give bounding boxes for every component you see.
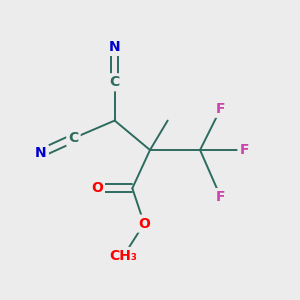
Text: F: F [216, 190, 225, 204]
Text: F: F [216, 102, 225, 116]
Text: C: C [110, 75, 120, 89]
Text: F: F [239, 143, 249, 157]
Text: O: O [91, 181, 103, 195]
Text: C: C [68, 131, 79, 145]
Text: N: N [35, 146, 47, 160]
Text: N: N [109, 40, 121, 54]
Text: CH₃: CH₃ [110, 249, 137, 263]
Text: O: O [138, 217, 150, 231]
